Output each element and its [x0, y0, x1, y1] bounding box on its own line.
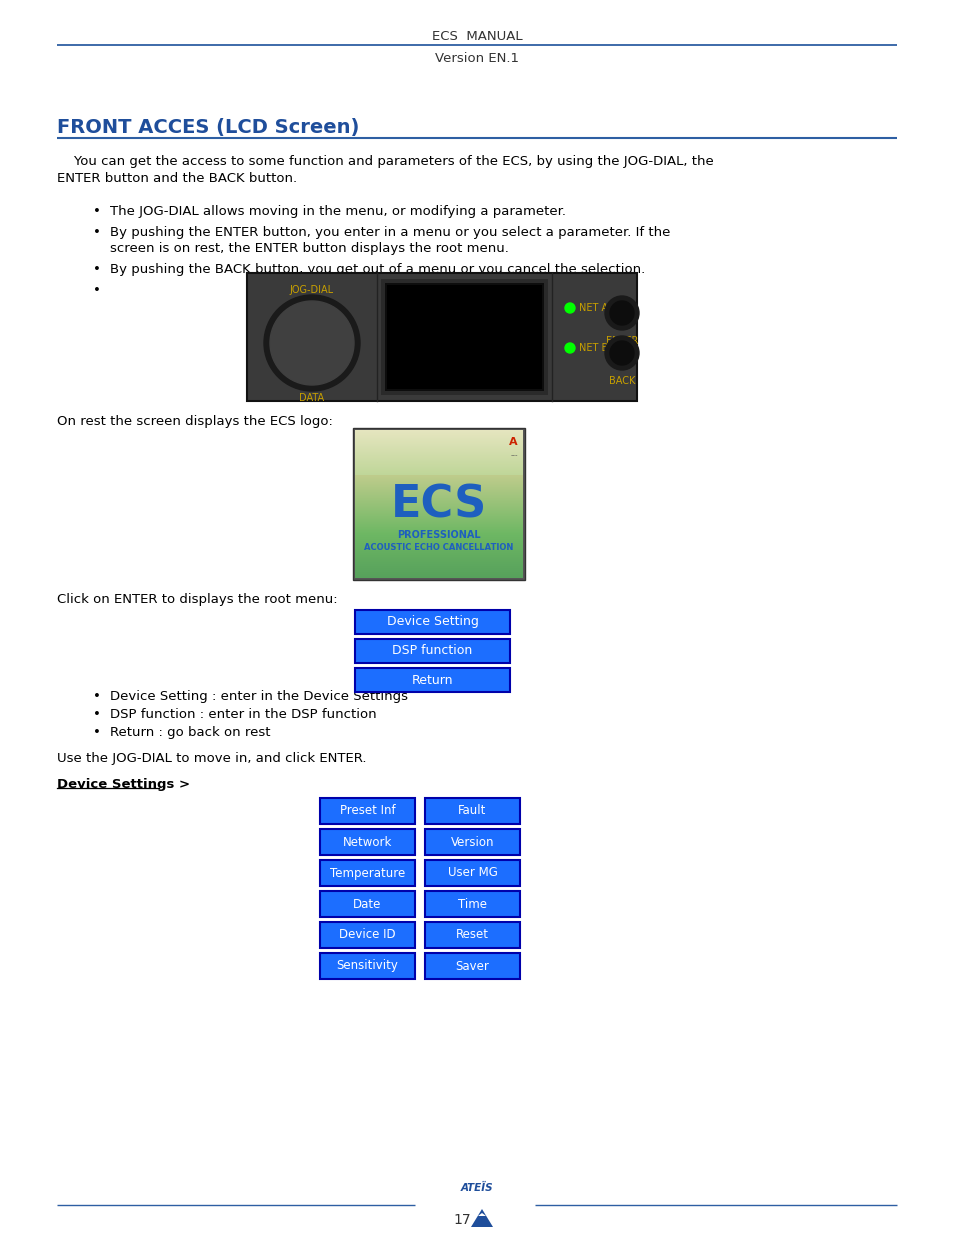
Text: Return: Return: [412, 673, 453, 687]
Text: Return : go back on rest: Return : go back on rest: [110, 726, 271, 739]
FancyBboxPatch shape: [424, 890, 519, 918]
Text: ACOUSTIC ECHO CANCELLATION: ACOUSTIC ECHO CANCELLATION: [364, 543, 513, 552]
Text: ATEÏS: ATEÏS: [460, 1183, 493, 1193]
Text: Use the JOG-DIAL to move in, and click ENTER.: Use the JOG-DIAL to move in, and click E…: [57, 752, 366, 764]
Text: You can get the access to some function and parameters of the ECS, by using the : You can get the access to some function …: [57, 156, 713, 168]
FancyBboxPatch shape: [355, 668, 510, 692]
Text: Version EN.1: Version EN.1: [435, 52, 518, 65]
Text: On rest the screen displays the ECS logo:: On rest the screen displays the ECS logo…: [57, 415, 333, 429]
FancyBboxPatch shape: [319, 798, 415, 824]
Text: Temperature: Temperature: [330, 867, 405, 879]
Text: •: •: [92, 226, 101, 240]
Text: Network: Network: [342, 836, 392, 848]
Text: ---: ---: [510, 452, 517, 458]
Text: Click on ENTER to displays the root menu:: Click on ENTER to displays the root menu…: [57, 593, 337, 606]
Text: Device ID: Device ID: [339, 929, 395, 941]
Text: Time: Time: [457, 898, 486, 910]
Text: Sensitivity: Sensitivity: [336, 960, 398, 972]
Text: •: •: [92, 263, 101, 275]
Text: User MG: User MG: [447, 867, 497, 879]
Circle shape: [564, 343, 575, 353]
Text: Device Setting: Device Setting: [386, 615, 478, 629]
FancyBboxPatch shape: [424, 923, 519, 948]
Text: ENTER button and the BACK button.: ENTER button and the BACK button.: [57, 172, 296, 185]
Text: DATA: DATA: [299, 393, 324, 403]
Text: 17: 17: [453, 1213, 471, 1228]
Text: •: •: [92, 284, 101, 296]
FancyBboxPatch shape: [424, 829, 519, 855]
Text: FRONT ACCES (LCD Screen): FRONT ACCES (LCD Screen): [57, 119, 359, 137]
FancyBboxPatch shape: [319, 890, 415, 918]
Text: DSP function: DSP function: [392, 645, 472, 657]
Circle shape: [264, 295, 359, 391]
FancyBboxPatch shape: [385, 283, 543, 391]
Circle shape: [609, 301, 634, 325]
Text: JOG-DIAL: JOG-DIAL: [290, 285, 334, 295]
Text: screen is on rest, the ENTER button displays the root menu.: screen is on rest, the ENTER button disp…: [110, 242, 508, 254]
FancyBboxPatch shape: [319, 923, 415, 948]
Text: By pushing the BACK button, you get out of a menu or you cancel the selection.: By pushing the BACK button, you get out …: [110, 263, 644, 275]
Circle shape: [604, 336, 639, 370]
Text: Device Settings >: Device Settings >: [57, 778, 190, 790]
Text: Saver: Saver: [456, 960, 489, 972]
Circle shape: [604, 296, 639, 330]
Text: Version: Version: [450, 836, 494, 848]
Text: •: •: [92, 690, 101, 703]
Circle shape: [609, 341, 634, 366]
Circle shape: [297, 329, 326, 357]
Text: Preset Inf: Preset Inf: [339, 804, 395, 818]
Text: NET A: NET A: [578, 303, 607, 312]
Text: The JOG-DIAL allows moving in the menu, or modifying a parameter.: The JOG-DIAL allows moving in the menu, …: [110, 205, 565, 219]
FancyBboxPatch shape: [380, 279, 547, 395]
Text: Fault: Fault: [457, 804, 486, 818]
Text: ECS: ECS: [391, 483, 487, 526]
Text: •: •: [92, 726, 101, 739]
FancyBboxPatch shape: [355, 638, 510, 663]
Polygon shape: [477, 1213, 485, 1216]
FancyBboxPatch shape: [353, 429, 524, 580]
Text: Reset: Reset: [456, 929, 489, 941]
FancyBboxPatch shape: [355, 610, 510, 634]
FancyBboxPatch shape: [424, 860, 519, 885]
Text: Date: Date: [353, 898, 381, 910]
Text: •: •: [92, 205, 101, 219]
Text: ECS  MANUAL: ECS MANUAL: [432, 30, 521, 43]
FancyBboxPatch shape: [319, 953, 415, 979]
Text: BACK: BACK: [608, 375, 635, 387]
Text: By pushing the ENTER button, you enter in a menu or you select a parameter. If t: By pushing the ENTER button, you enter i…: [110, 226, 670, 240]
FancyBboxPatch shape: [387, 285, 541, 389]
Circle shape: [284, 315, 339, 370]
Polygon shape: [471, 1209, 493, 1228]
Circle shape: [564, 303, 575, 312]
Text: Device Setting : enter in the Device Settings: Device Setting : enter in the Device Set…: [110, 690, 408, 703]
Text: PROFESSIONAL: PROFESSIONAL: [396, 530, 480, 540]
FancyBboxPatch shape: [424, 798, 519, 824]
Text: NET B: NET B: [578, 343, 608, 353]
FancyBboxPatch shape: [319, 829, 415, 855]
Text: A: A: [509, 437, 517, 447]
Text: ENTER: ENTER: [605, 336, 638, 346]
Circle shape: [270, 301, 354, 385]
Text: •: •: [92, 708, 101, 721]
Text: DSP function : enter in the DSP function: DSP function : enter in the DSP function: [110, 708, 376, 721]
FancyBboxPatch shape: [424, 953, 519, 979]
FancyBboxPatch shape: [319, 860, 415, 885]
FancyBboxPatch shape: [247, 273, 637, 401]
